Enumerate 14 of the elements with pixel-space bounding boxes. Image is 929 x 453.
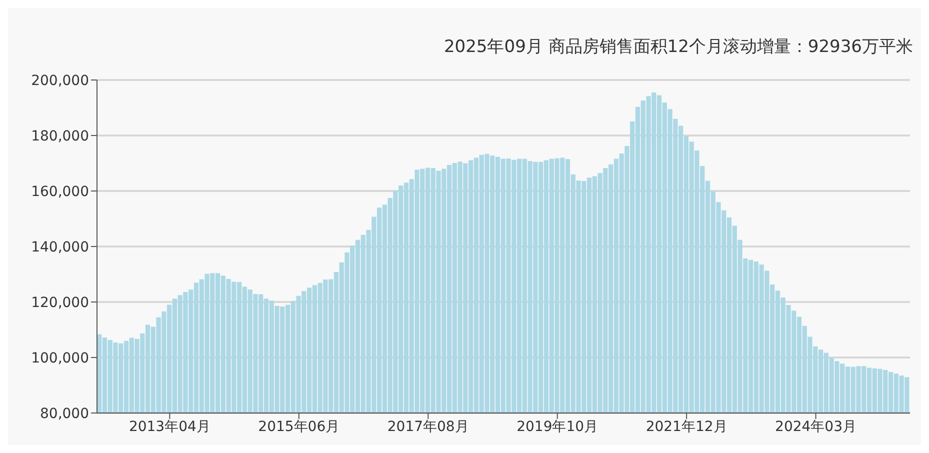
y-tick-label: 200,000 bbox=[31, 72, 89, 89]
y-tick-label: 100,000 bbox=[31, 350, 89, 366]
x-tick-label: 2013年04月 bbox=[128, 418, 210, 435]
y-tick-label: 140,000 bbox=[31, 239, 89, 256]
y-tick-label: 160,000 bbox=[31, 184, 89, 200]
y-tick-label: 180,000 bbox=[31, 128, 89, 144]
y-tick-label: 80,000 bbox=[40, 406, 89, 422]
x-tick-label: 2024年03月 bbox=[775, 418, 857, 435]
x-tick-label: 2017年08月 bbox=[387, 418, 469, 435]
x-tick-label: 2019年10月 bbox=[516, 418, 598, 435]
y-tick-label: 120,000 bbox=[31, 294, 89, 311]
chart-title: 2025年09月 商品房销售面积12个月滚动增量：92936万平米 bbox=[444, 36, 913, 58]
x-tick-label: 2015年06月 bbox=[258, 418, 340, 435]
x-tick-label: 2021年12月 bbox=[646, 418, 728, 435]
